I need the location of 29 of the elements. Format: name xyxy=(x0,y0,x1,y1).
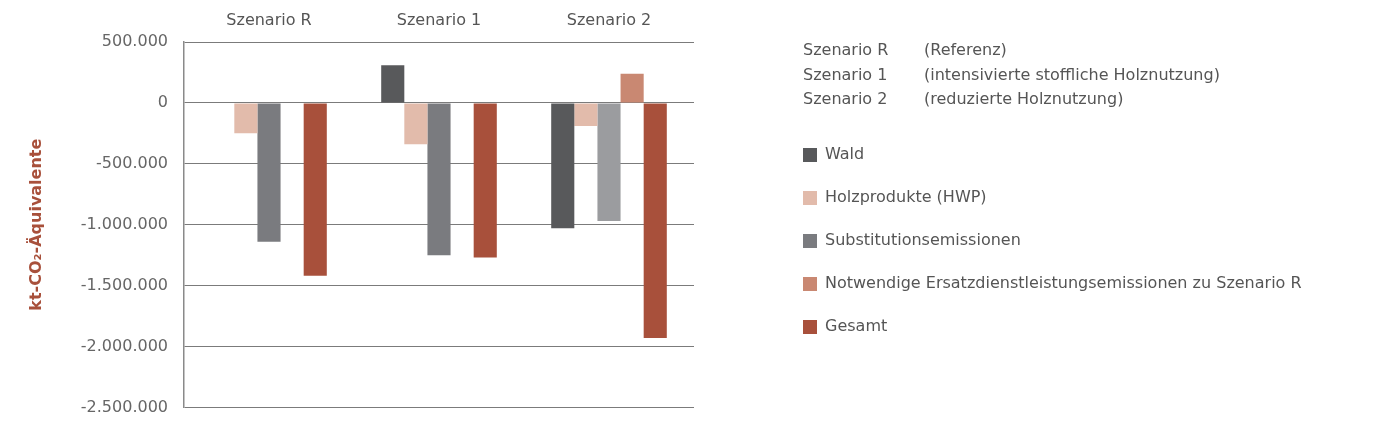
legend-label: Substitutionsemissionen xyxy=(825,230,1021,250)
text: Szenario R (Referenz) xyxy=(803,39,1008,61)
y-tick-label: -2.000.000 xyxy=(80,335,168,355)
x-tick-label: Szenario 2 xyxy=(566,9,652,29)
legend-label: Wald xyxy=(825,144,865,164)
bar xyxy=(303,103,327,276)
y-tick-label: 0 xyxy=(157,92,168,112)
x-tick-label: Szenario 1 xyxy=(396,9,482,29)
y-tick-label: -2.500.000 xyxy=(80,396,168,416)
bar xyxy=(381,65,405,103)
text: Szenario 1 (intensivierte stoffliche Holznutzung) xyxy=(803,63,1220,86)
text: Szenario 2 (reduzierte Holznutzung) xyxy=(803,88,1125,110)
y-tick-label: -1.000.000 xyxy=(80,213,168,233)
bar xyxy=(234,103,258,134)
bar xyxy=(597,103,621,222)
bar xyxy=(551,103,575,229)
bar xyxy=(643,103,667,338)
legend-label: Gesamt xyxy=(825,316,888,336)
y-axis-title: kt-CO₂-Äquivalente xyxy=(25,138,45,311)
x-tick-label: Szenario R xyxy=(226,9,312,29)
bar xyxy=(404,103,428,145)
y-tick-label: -500.000 xyxy=(96,152,168,172)
bar xyxy=(620,73,644,103)
bar xyxy=(574,103,598,127)
bar xyxy=(473,103,497,258)
legend-label: Notwendige Ersatzdienstleistungsemissionen zu Szenario R xyxy=(825,273,1302,293)
legend-label: Holzprodukte (HWP) xyxy=(825,187,987,207)
y-tick-label: 500.000 xyxy=(101,31,168,51)
y-tick-label: -1.500.000 xyxy=(80,274,168,294)
